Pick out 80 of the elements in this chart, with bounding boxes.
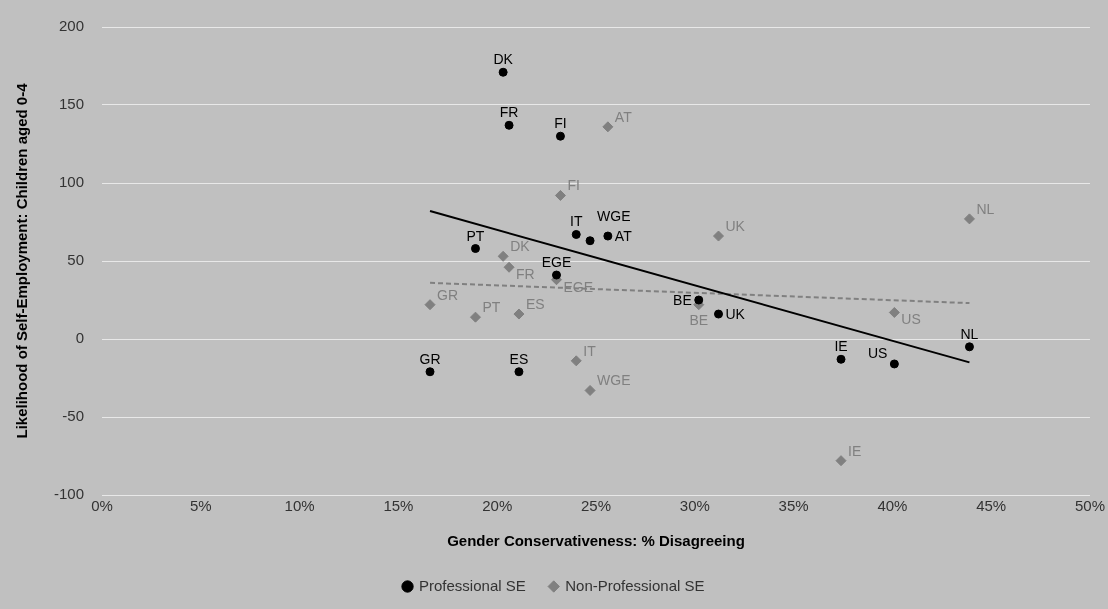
x-tick-label: 20% — [482, 497, 513, 515]
annotation: PT — [482, 299, 501, 316]
annotation: FI — [554, 115, 567, 132]
annotation: FI — [567, 177, 580, 194]
point — [555, 131, 565, 141]
point — [571, 229, 581, 239]
annotation: UK — [725, 218, 746, 235]
point — [469, 311, 481, 323]
x-tick-label: 15% — [383, 497, 414, 515]
point — [497, 250, 509, 262]
legend-label: Professional SE — [419, 576, 526, 594]
point — [514, 367, 524, 377]
point — [498, 67, 508, 77]
annotation: IE — [848, 442, 862, 459]
point — [714, 309, 724, 319]
point — [888, 306, 900, 318]
annotation: US — [901, 311, 921, 328]
point — [694, 295, 704, 305]
annotation: AT — [614, 108, 633, 125]
annotation: UK — [725, 306, 746, 323]
x-tick-label: 35% — [778, 497, 809, 515]
annotation: ES — [525, 296, 545, 313]
x-tick-label: 5% — [189, 497, 212, 515]
annotation: ES — [509, 350, 529, 367]
point — [889, 359, 899, 369]
annotation: IT — [583, 342, 597, 359]
annotation: IE — [834, 338, 848, 355]
point — [504, 120, 514, 130]
annotation: BE — [689, 311, 709, 328]
point — [963, 213, 975, 225]
annotation: DK — [493, 51, 514, 68]
point — [585, 236, 595, 246]
y-tick-label: -50 — [62, 407, 85, 425]
x-tick-label: 0% — [91, 497, 113, 515]
x-tick-label: 25% — [580, 497, 612, 515]
y-axis-title: Likelihood of Self-Employment: Children aged 0-4 — [13, 82, 31, 439]
x-tick-label: 50% — [1074, 497, 1105, 515]
annotation: GR — [437, 286, 459, 303]
point — [836, 354, 846, 364]
annotation: WGE — [597, 207, 631, 224]
point — [551, 270, 561, 280]
point — [570, 355, 582, 367]
x-axis-title: Gender Conservativeness: % Disagreeing — [447, 532, 745, 550]
annotation: EGE — [541, 254, 572, 271]
point — [425, 367, 435, 377]
annotation: US — [867, 344, 888, 361]
x-tick-label: 40% — [877, 497, 908, 515]
point — [713, 230, 725, 242]
point — [964, 342, 974, 352]
y-tick-label: 50 — [67, 251, 85, 269]
annotation: GR — [419, 350, 441, 367]
point — [602, 121, 614, 133]
legend-label: Non-Professional SE — [565, 576, 705, 594]
point — [513, 308, 525, 320]
y-tick-label: 200 — [58, 17, 85, 35]
point — [603, 231, 613, 241]
annotation: BE — [673, 292, 692, 308]
point — [503, 261, 515, 273]
annotation: NL — [960, 325, 979, 342]
annotation: FR — [499, 104, 519, 121]
point — [470, 244, 480, 254]
annotation: DK — [510, 238, 531, 255]
annotation: EGE — [563, 278, 594, 295]
point — [554, 189, 566, 201]
annotation: NL — [976, 200, 995, 217]
x-tick-label: 45% — [976, 497, 1007, 515]
y-tick-label: 100 — [58, 173, 85, 191]
y-tick-label: -100 — [53, 485, 85, 503]
point — [835, 455, 847, 467]
annotation: FR — [516, 266, 535, 283]
point — [584, 384, 596, 396]
y-tick-label: 0 — [75, 329, 85, 347]
annotation: PT — [466, 227, 485, 244]
annotation: IT — [570, 213, 583, 230]
annotation: AT — [614, 228, 633, 245]
x-tick-label: 10% — [284, 497, 315, 515]
annotation: WGE — [597, 372, 631, 389]
point — [424, 299, 436, 311]
y-tick-label: 150 — [58, 95, 85, 113]
x-tick-label: 30% — [679, 497, 710, 515]
